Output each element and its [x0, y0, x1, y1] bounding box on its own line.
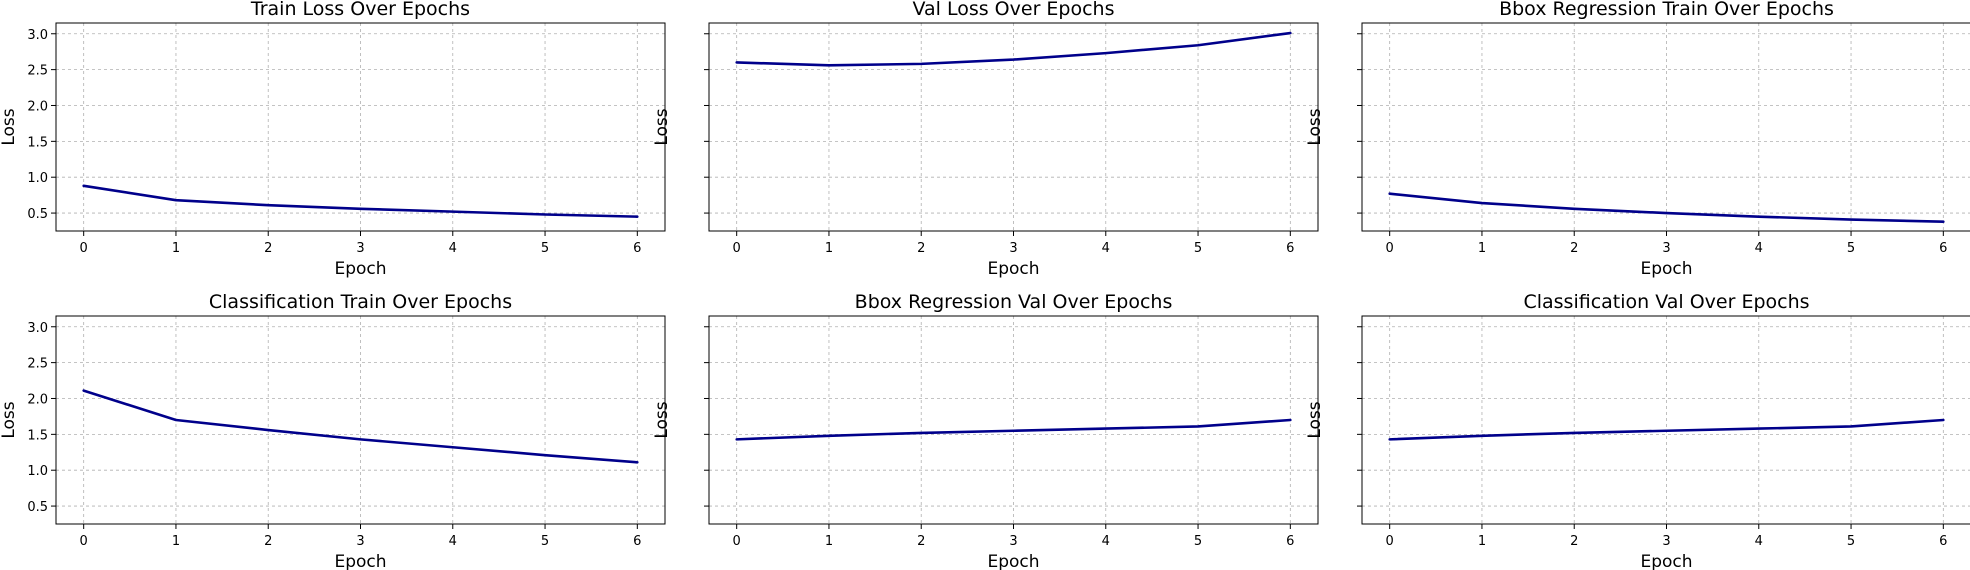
y-axis-label: Loss [652, 108, 672, 145]
x-tick-label: 3 [356, 534, 364, 549]
series-line [735, 418, 1292, 441]
x-tick-label: 2 [1570, 241, 1578, 256]
x-axis-label: Epoch [1640, 259, 1692, 279]
x-tick-label: 1 [825, 241, 833, 256]
x-tick-label: 2 [917, 241, 925, 256]
chart-title: Bbox Regression Train Over Epochs [1499, 0, 1834, 20]
x-tick-label: 1 [825, 534, 833, 549]
chart-title: Val Loss Over Epochs [912, 0, 1114, 20]
y-tick-label: 0.5 [27, 500, 48, 515]
y-axis-label: Loss [652, 401, 672, 438]
y-axis-label: Loss [1305, 108, 1325, 145]
x-tick-label: 3 [1009, 241, 1017, 256]
subplot-2: 0 1 2 3 4 5 6 Val Loss Over Epochs Epoch Loss [652, 0, 1319, 279]
x-tick-label: 0 [1386, 241, 1394, 256]
y-tick-label: 1.5 [27, 428, 48, 443]
x-tick-label: 4 [1755, 534, 1763, 549]
x-tick-label: 6 [633, 534, 641, 549]
chart-title: Classification Val Over Epochs [1523, 291, 1809, 313]
y-tick-label: 2.0 [27, 392, 48, 407]
x-tick-label: 3 [1662, 534, 1670, 549]
x-tick-label: 3 [1662, 241, 1670, 256]
x-tick-label: 1 [172, 241, 180, 256]
x-tick-label: 5 [1847, 241, 1855, 256]
y-tick-label: 2.5 [27, 64, 48, 79]
x-tick-label: 6 [1286, 534, 1294, 549]
x-tick-label: 2 [264, 534, 272, 549]
x-tick-label: 4 [1102, 534, 1110, 549]
x-tick-label: 5 [1194, 241, 1202, 256]
x-axis-label: Epoch [987, 552, 1039, 570]
x-tick-label: 6 [1939, 534, 1947, 549]
x-tick-label: 1 [1478, 241, 1486, 256]
y-axis-label: Loss [0, 401, 19, 438]
chart-title: Classification Train Over Epochs [209, 291, 512, 313]
x-axis-label: Epoch [334, 552, 386, 570]
x-tick-label: 0 [80, 534, 88, 549]
x-tick-label: 4 [1755, 241, 1763, 256]
subplot-5: 0 1 2 3 4 5 6 Bbox Regression Val Over Epochs Ep… [652, 291, 1319, 570]
x-axis-label: Epoch [987, 259, 1039, 279]
x-tick-label: 2 [917, 534, 925, 549]
x-axis-label: Epoch [1640, 552, 1692, 570]
x-tick-label: 5 [541, 241, 549, 256]
y-tick-label: 3.0 [27, 321, 48, 336]
x-tick-label: 1 [172, 534, 180, 549]
x-tick-label: 0 [80, 241, 88, 256]
x-tick-label: 6 [633, 241, 641, 256]
x-tick-label: 5 [1194, 534, 1202, 549]
x-tick-label: 3 [356, 241, 364, 256]
x-tick-label: 6 [1286, 241, 1294, 256]
y-tick-label: 1.0 [27, 464, 48, 479]
y-axis-label: Loss [0, 108, 19, 145]
series-line [1388, 192, 1945, 223]
x-tick-label: 5 [1847, 534, 1855, 549]
y-tick-label: 1.5 [27, 135, 48, 150]
plot-frame [1361, 315, 1970, 525]
x-tick-label: 2 [264, 241, 272, 256]
chart-title: Bbox Regression Val Over Epochs [855, 291, 1173, 313]
series-line [82, 184, 639, 218]
x-tick-label: 5 [541, 534, 549, 549]
x-tick-label: 3 [1009, 534, 1017, 549]
x-tick-label: 2 [1570, 534, 1578, 549]
x-tick-label: 4 [449, 241, 457, 256]
y-tick-label: 0.5 [27, 207, 48, 222]
chart-title: Train Loss Over Epochs [250, 0, 470, 20]
series-line [1388, 418, 1945, 441]
series-line [735, 31, 1292, 67]
y-tick-label: 2.5 [27, 357, 48, 372]
x-tick-label: 0 [733, 241, 741, 256]
subplot-6: 0 1 2 3 4 5 6 Classification Val Over Epochs Epo… [1305, 291, 1970, 570]
y-axis-label: Loss [1305, 401, 1325, 438]
subplot-3: 0 1 2 3 4 5 6 Bbox Regression Train Over Epochs… [1305, 0, 1970, 279]
x-tick-label: 0 [1386, 534, 1394, 549]
subplot-4: 0 1 2 3 4 5 6 0.5 1.0 1.5 2.0 2.5 3.0 Classification … [0, 291, 666, 570]
x-tick-label: 6 [1939, 241, 1947, 256]
y-tick-label: 1.0 [27, 171, 48, 186]
series-line [82, 389, 639, 464]
y-tick-label: 2.0 [27, 99, 48, 114]
x-tick-label: 0 [733, 534, 741, 549]
x-axis-label: Epoch [334, 259, 386, 279]
x-tick-label: 1 [1478, 534, 1486, 549]
x-tick-label: 4 [449, 534, 457, 549]
subplot-1: 0 1 2 3 4 5 6 0.5 1.0 1.5 2.0 2.5 3.0 Train Loss Over… [0, 0, 666, 279]
y-tick-label: 3.0 [27, 28, 48, 43]
x-tick-label: 4 [1102, 241, 1110, 256]
